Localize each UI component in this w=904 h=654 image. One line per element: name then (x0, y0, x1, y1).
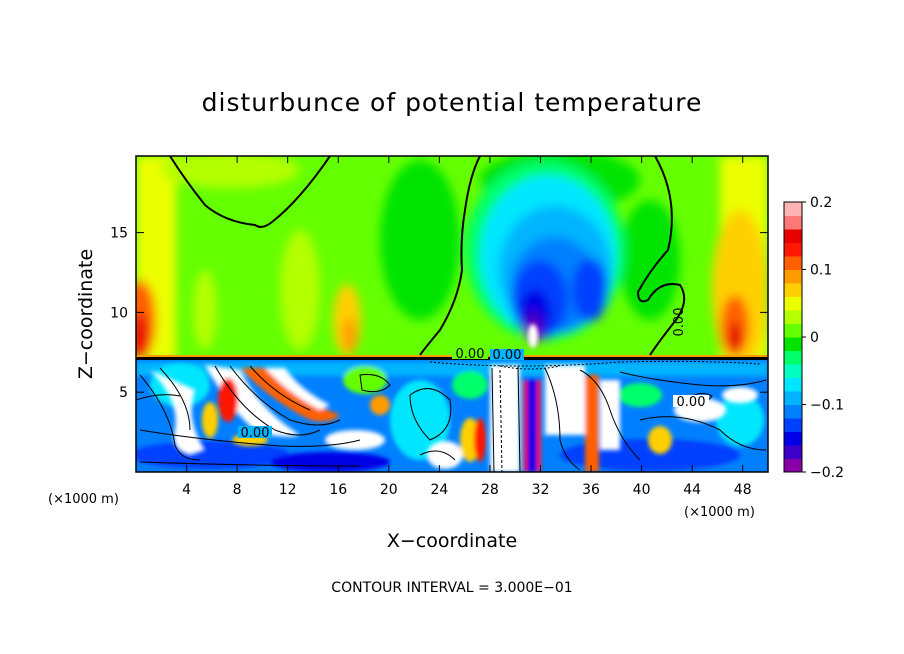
y-tick-label: 15 (110, 226, 128, 242)
colorbar-tick-label: 0.2 (810, 195, 832, 211)
colorbar-segment (784, 337, 802, 351)
x-tick-label: 36 (582, 482, 600, 498)
colorbar-segment (784, 445, 802, 459)
x-tick-label: 28 (481, 482, 499, 498)
x-tick-label: 44 (683, 482, 701, 498)
x-tick-label: 48 (734, 482, 752, 498)
colorbar-segment (784, 391, 802, 405)
y-axis-label: Z−coordinate (75, 249, 97, 379)
x-tick-label: 32 (532, 482, 550, 498)
x-tick-label: 16 (329, 482, 347, 498)
colorbar-tick-label: −0.2 (810, 465, 844, 481)
y-axis-unit: (×1000 m) (684, 505, 755, 520)
x-axis-unit: (×1000 m) (48, 492, 119, 507)
x-tick-label: 12 (279, 482, 297, 498)
colorbar-tick-label: 0 (810, 330, 819, 346)
colorbar-segment (784, 229, 802, 243)
x-axis-ticks: 4 8 12 16 20 24 28 32 36 40 44 48 (182, 156, 752, 498)
y-axis-ticks: 5 10 15 (110, 226, 768, 401)
colorbar-tick-label: 0.1 (810, 263, 832, 279)
contour-label: 0.00 (672, 308, 687, 337)
colorbar (784, 202, 802, 473)
colorbar-segment (784, 418, 802, 432)
colorbar-segment (784, 310, 802, 324)
x-tick-label: 8 (233, 482, 242, 498)
contour-label: 0.00 (677, 395, 706, 410)
contour-label: 0.00 (493, 348, 522, 363)
colorbar-segment (784, 215, 802, 230)
colorbar-segment (784, 431, 802, 446)
colorbar-segment (784, 458, 802, 473)
colorbar-segment (784, 364, 802, 378)
colorbar-segment (784, 323, 802, 338)
y-tick-label: 10 (110, 305, 128, 321)
colorbar-segment (784, 242, 802, 257)
plot-frame (135, 155, 769, 473)
contour-interval-note: CONTOUR INTERVAL = 3.000E−01 (331, 580, 572, 596)
chart-title: disturbunce of potential temperature (202, 88, 703, 117)
colorbar-tick-label: −0.1 (810, 398, 844, 414)
x-tick-label: 4 (182, 482, 191, 498)
colorbar-segment (784, 202, 802, 216)
y-tick-label: 5 (119, 385, 128, 401)
colorbar-segment (784, 350, 802, 365)
x-tick-label: 20 (380, 482, 398, 498)
plot-area: 0.00 0.00 0.00 0.00 0.00 (136, 156, 768, 472)
colorbar-segment (784, 404, 802, 419)
colorbar-ticks: 0.2 0.1 0 −0.1 −0.2 (802, 195, 844, 481)
colorbar-segment (784, 256, 802, 270)
colorbar-segment (784, 269, 802, 284)
contour-label: 0.00 (456, 347, 485, 362)
colorbar-segment (784, 377, 802, 392)
x-tick-label: 24 (430, 482, 448, 498)
colorbar-segment (784, 296, 802, 311)
contour-label: 0.00 (241, 426, 270, 441)
x-axis-label: X−coordinate (387, 530, 517, 552)
colorbar-segment (784, 283, 802, 297)
x-tick-label: 40 (633, 482, 651, 498)
